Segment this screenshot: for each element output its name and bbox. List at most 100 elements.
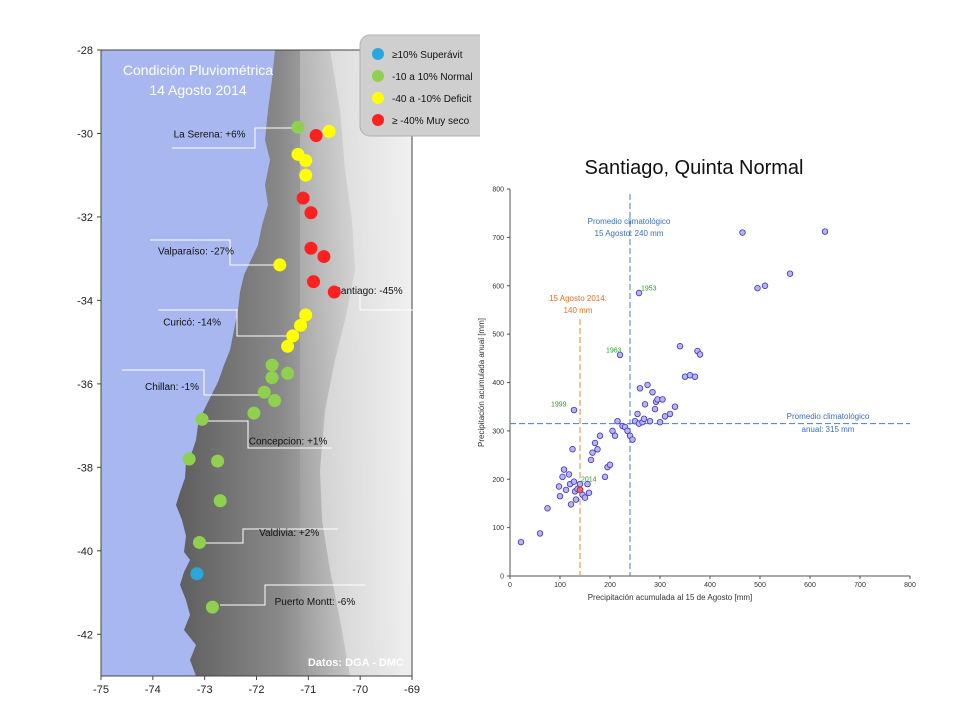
scatter-point [570,406,578,414]
station-dot [304,206,318,220]
station-dot [299,168,313,182]
legend-label: ≥10% Superávit [392,50,463,61]
station-dot [299,308,313,322]
scatter-point [646,418,654,425]
scatter-point [596,432,604,439]
map-y-tick-label: -36 [77,379,93,391]
station-dot [299,154,313,168]
scatter-x-tick-label: 600 [804,582,816,589]
station-dot [205,600,219,614]
scatter-y-tick-label: 400 [492,380,504,387]
map-source: Datos: DGA - DMC [308,657,404,669]
scatter-point [754,284,761,292]
legend-label: -10 a 10% Normal [392,72,473,83]
scatter-point [671,403,679,410]
city-label: Valparaíso: -27% [158,246,234,257]
scatter-y-tick-label: 700 [492,235,504,242]
year-label-1999: 1999 [551,402,567,409]
scatter-point [587,456,595,464]
scatter-point [644,381,651,389]
station-dot [273,258,287,272]
scatter-point [572,496,580,503]
map-x-tick-label: -69 [404,684,420,696]
scatter-y-tick-label: 300 [492,428,504,435]
scatter-point [821,228,829,235]
scatter-point [696,351,704,358]
aug-2014-annotation-value: 140 mm [564,306,593,315]
year-label-1953: 1953 [641,286,657,293]
year-label-1963: 1963 [606,348,622,355]
legend-marker [372,70,384,82]
scatter-point [570,478,578,485]
scatter-point [651,405,659,413]
scatter-point [624,427,631,435]
station-dot [281,339,295,353]
scatter-x-tick-label: 400 [704,582,716,589]
map-y-tick-label: -42 [77,629,93,641]
scatter-point [611,432,619,439]
scatter-y-tick-label: 800 [492,187,504,194]
scatter-point [636,385,644,392]
scatter-point [517,538,525,546]
station-dot [247,406,261,420]
map-y-tick-label: -28 [77,45,93,57]
legend-box [359,34,480,137]
map-x-tick-label: -72 [249,684,265,696]
scatter-point [591,439,599,447]
scatter-point [641,401,649,408]
scatter-point [614,418,621,425]
scatter-point [584,480,591,488]
legend-marker [372,92,384,104]
map-y-tick-label: -30 [77,128,93,140]
scatter-point [589,449,596,456]
scatter-y-tick-label: 0 [500,574,504,581]
scatter-point [567,501,575,508]
scatter-point [786,270,794,277]
scatter-y-tick-label: 500 [492,332,504,339]
scatter-y-tick-label: 600 [492,283,504,290]
map-y-tick-label: -34 [77,295,93,307]
legend-label: -40 a -10% Deficit [392,94,472,105]
city-leader-line [208,420,332,449]
station-dot [296,191,310,205]
scatter-point [659,396,666,403]
city-leader-line [172,127,298,149]
city-label: Curicó: -14% [163,317,221,328]
station-dot [213,494,227,508]
scatter-point [629,436,636,443]
scatter-point [560,466,568,473]
city-leader-line [158,309,290,337]
station-dot [265,371,279,385]
scatter-y-label: Precipitación acumulada anual [mm] [477,318,486,447]
scatter-point [661,413,669,420]
scatter-x-tick-label: 500 [754,582,766,589]
scatter-x-tick-label: 800 [904,582,916,589]
scatter-point [594,446,601,453]
map-subtitle: 14 Agosto 2014 [149,82,247,98]
scatter-point [565,471,573,478]
station-dot [195,412,209,426]
station-dot [294,318,308,332]
station-dot [322,124,336,138]
scatter-title: Santiago, Quinta Normal [584,157,803,179]
scatter-point [585,489,593,496]
scatter-point [544,505,551,512]
scatter-point [761,282,769,289]
scatter-point [562,486,570,494]
scatter-point-2014 [576,486,584,494]
scatter-point [581,494,589,501]
station-dot [304,241,318,255]
avg-annual-annotation-value: anual: 315 mm [802,425,855,434]
station-dot [281,366,295,380]
avg-annual-annotation-title: Promedio climatológico [787,412,870,421]
city-leader-line [122,369,262,396]
station-dot [257,385,271,399]
scatter-point [616,351,624,359]
map-y-tick-label: -40 [77,546,93,558]
scatter-point [606,461,614,468]
scatter-point [634,410,641,418]
station-dot [307,275,321,289]
avg-aug-annotation-value: 15 Agosto: 240 mm [595,229,664,238]
scatter-y-tick-label: 200 [492,477,504,484]
scatter-point [569,446,576,453]
